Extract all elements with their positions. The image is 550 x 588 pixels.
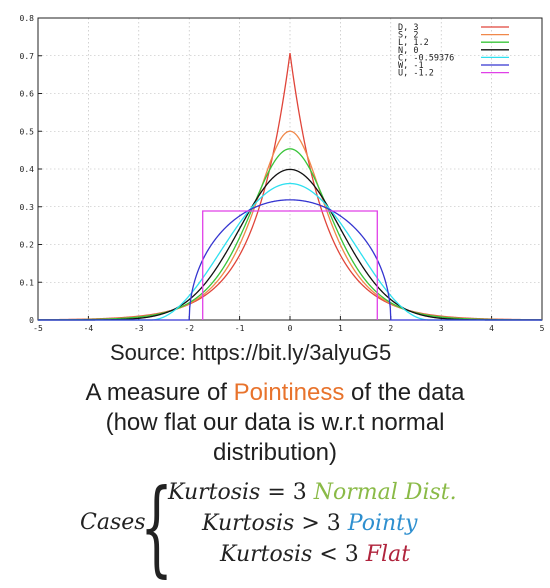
case-op: > <box>301 511 320 536</box>
y-tick-label: 0.1 <box>20 278 35 287</box>
legend-label: C, -0.59376 <box>398 53 454 63</box>
x-tick-label: -2 <box>184 324 194 333</box>
legend-label: U, -1.2 <box>398 69 434 79</box>
headline-accent: Pointiness <box>233 379 345 406</box>
legend-label: S, 2 <box>398 31 418 41</box>
case-term: Kurtosis <box>220 542 313 567</box>
legend-label: N, 0 <box>398 46 418 56</box>
x-tick-label: -1 <box>235 324 245 333</box>
headline-after: of the data <box>344 379 465 406</box>
x-tick-label: 5 <box>540 324 545 333</box>
y-tick-label: 0.8 <box>20 14 35 23</box>
case-row-flat: Kurtosis < 3 Flat <box>220 542 410 567</box>
case-desc: Pointy <box>347 511 418 536</box>
cases-label: Cases <box>80 510 146 535</box>
x-tick-label: 3 <box>439 324 444 333</box>
y-tick-label: 0.4 <box>20 165 35 174</box>
case-row-normal: Kurtosis = 3 Normal Dist. <box>168 480 457 505</box>
x-tick-label: 2 <box>388 324 393 333</box>
kurtosis-chart: -5 -4 -3 -2 -1 0 1 2 3 4 5 0 0.1 0.2 0.3 0.4 0.5 0.6 0.7 0.… <box>20 14 545 333</box>
series-line <box>38 182 542 321</box>
legend-label: D, 3 <box>398 23 418 33</box>
cases-block: Cases { Kurtosis = 3 Normal Dist. Kurtos… <box>0 466 550 588</box>
case-op: = <box>267 480 286 505</box>
series-line <box>38 130 542 321</box>
case-row-pointy: Kurtosis > 3 Pointy <box>202 511 417 536</box>
case-term: Kurtosis <box>168 480 261 505</box>
y-tick-label: 0.6 <box>20 90 35 99</box>
x-tick-label: 1 <box>338 324 343 333</box>
y-tick-label: 0.5 <box>20 127 35 136</box>
series-line <box>38 148 542 321</box>
series-line <box>202 210 378 320</box>
headline-before: A measure of <box>85 379 234 406</box>
cases-brace: { <box>140 466 174 588</box>
y-tick-label: 0 <box>29 316 34 325</box>
case-desc: Normal Dist. <box>313 480 457 505</box>
x-tick-label: -3 <box>134 324 144 333</box>
headline-line-1: A measure of Pointiness of the data <box>0 378 550 408</box>
headline-line-2: (how flat our data is w.r.t normal <box>105 409 445 436</box>
x-tick-label: 4 <box>489 324 494 333</box>
x-tick-label: 0 <box>288 324 293 333</box>
legend-label: W, -1 <box>398 61 424 71</box>
case-value: 3 <box>344 542 359 567</box>
headline-line-3: distribution) <box>212 439 338 466</box>
case-op: < <box>319 542 338 567</box>
case-value: 3 <box>292 480 307 505</box>
case-value: 3 <box>326 511 341 536</box>
source-text: Source: https://bit.ly/3alyuG5 <box>110 340 392 365</box>
series-line <box>38 199 542 321</box>
x-tick-label: -5 <box>33 324 43 333</box>
curves <box>38 52 542 321</box>
y-tick-label: 0.3 <box>20 203 35 212</box>
y-tick-label: 0.7 <box>20 52 35 61</box>
ticks: -5 -4 -3 -2 -1 0 1 2 3 4 5 0 0.1 0.2 0.3 0.4 0.5 0.6 0.7 0.… <box>20 14 545 333</box>
legend-label: L, 1.2 <box>398 38 429 48</box>
case-desc: Flat <box>365 542 411 567</box>
y-tick-label: 0.2 <box>20 241 35 250</box>
x-tick-label: -4 <box>84 324 94 333</box>
case-term: Kurtosis <box>202 511 295 536</box>
